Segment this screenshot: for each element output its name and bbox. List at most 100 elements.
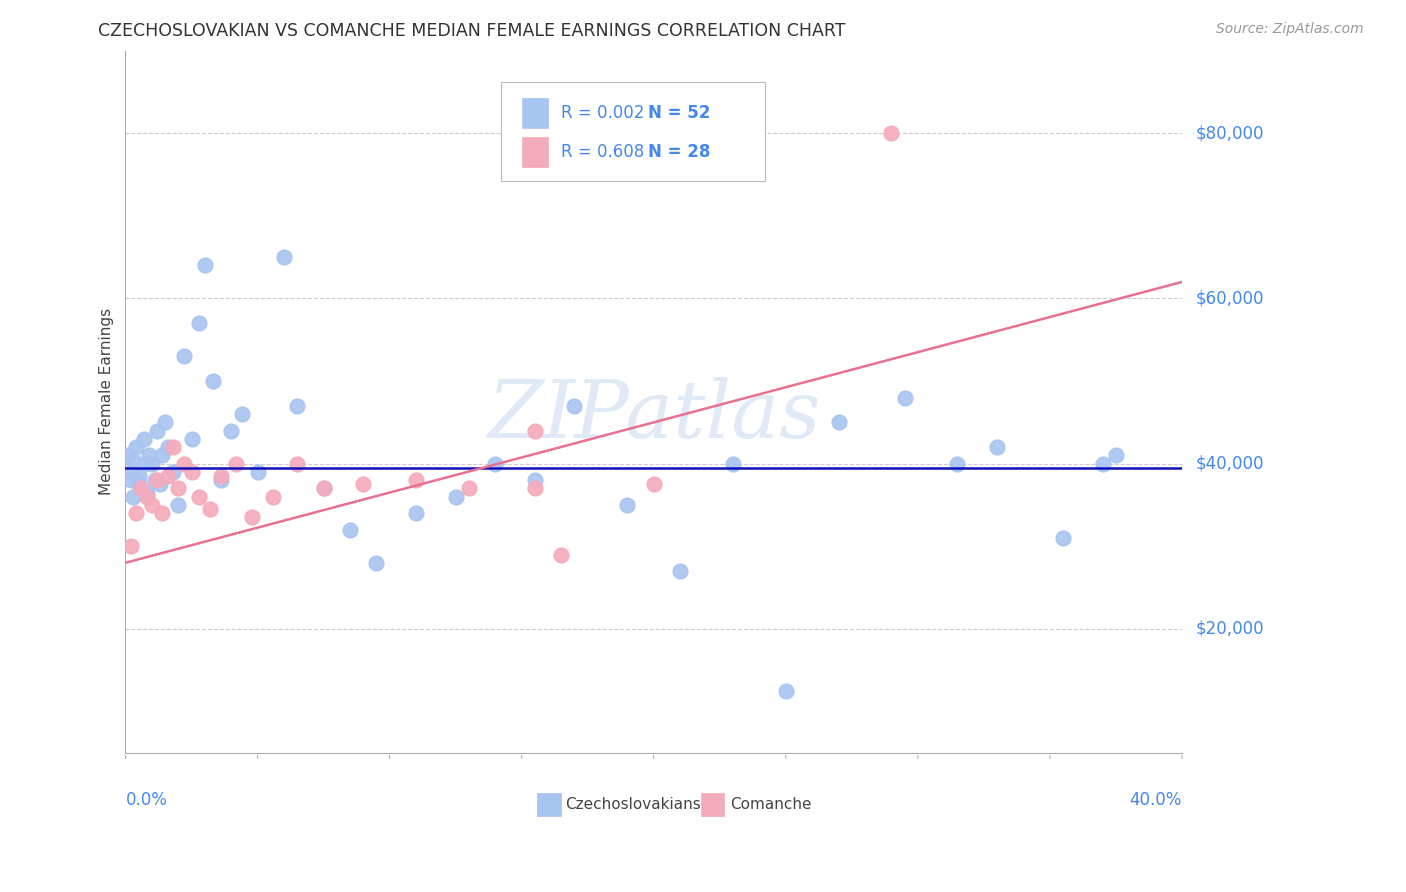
Point — [523, 473, 546, 487]
Point — [141, 457, 163, 471]
Point — [775, 683, 797, 698]
Point — [141, 498, 163, 512]
Text: R = 0.002: R = 0.002 — [561, 104, 644, 122]
Point — [616, 498, 638, 512]
Point — [231, 407, 253, 421]
Point — [194, 259, 217, 273]
Point — [893, 391, 915, 405]
Point — [827, 415, 849, 429]
Point — [180, 432, 202, 446]
Point — [285, 399, 308, 413]
Point — [523, 482, 546, 496]
Point — [312, 482, 335, 496]
Text: ZIPatlas: ZIPatlas — [486, 377, 821, 455]
Point — [132, 432, 155, 446]
Point — [564, 399, 586, 413]
Point — [1091, 457, 1114, 471]
Y-axis label: Median Female Earnings: Median Female Earnings — [100, 308, 114, 495]
Point — [209, 469, 232, 483]
Point — [120, 473, 142, 487]
Point — [162, 465, 184, 479]
Point — [262, 490, 284, 504]
Point — [550, 548, 572, 562]
Text: R = 0.608: R = 0.608 — [561, 143, 644, 161]
Bar — [537, 794, 561, 816]
Point — [135, 485, 157, 500]
Point — [201, 374, 224, 388]
Point — [246, 465, 269, 479]
Point — [152, 506, 174, 520]
Point — [405, 473, 427, 487]
Point — [669, 564, 692, 578]
Point — [312, 482, 335, 496]
Point — [132, 457, 155, 471]
Point — [120, 539, 142, 553]
Point — [1052, 531, 1074, 545]
Point — [156, 440, 179, 454]
Point — [240, 510, 263, 524]
Point — [188, 490, 211, 504]
Point — [167, 482, 190, 496]
Point — [146, 473, 169, 487]
Point — [273, 250, 295, 264]
Text: N = 28: N = 28 — [648, 143, 711, 161]
Point — [125, 440, 148, 454]
Point — [153, 415, 176, 429]
Text: $40,000: $40,000 — [1197, 455, 1264, 473]
Text: Comanche: Comanche — [730, 797, 811, 813]
Point — [131, 482, 153, 496]
Point — [156, 469, 179, 483]
Point — [120, 465, 142, 479]
Point — [122, 452, 145, 467]
Point — [180, 465, 202, 479]
FancyBboxPatch shape — [501, 82, 765, 180]
Point — [152, 449, 174, 463]
Text: 0.0%: 0.0% — [125, 791, 167, 809]
Point — [285, 457, 308, 471]
Text: $80,000: $80,000 — [1197, 124, 1264, 143]
Point — [162, 440, 184, 454]
Point — [143, 473, 166, 487]
Text: $20,000: $20,000 — [1197, 620, 1264, 638]
Point — [1105, 449, 1128, 463]
Point — [117, 449, 139, 463]
Point — [135, 490, 157, 504]
Point — [946, 457, 969, 471]
Point — [188, 316, 211, 330]
Point — [225, 457, 247, 471]
Point — [444, 490, 467, 504]
Point — [523, 424, 546, 438]
Text: $60,000: $60,000 — [1197, 290, 1264, 308]
Text: Czechoslovakians: Czechoslovakians — [565, 797, 700, 813]
Point — [125, 506, 148, 520]
Point — [138, 449, 160, 463]
Point — [173, 349, 195, 363]
Point — [173, 457, 195, 471]
Point — [880, 126, 903, 140]
Point — [352, 477, 374, 491]
Point — [219, 424, 242, 438]
Point — [198, 502, 221, 516]
Point — [131, 482, 153, 496]
Point — [457, 482, 479, 496]
Point — [128, 469, 150, 483]
Point — [167, 498, 190, 512]
Bar — [702, 794, 724, 816]
Point — [643, 477, 665, 491]
Point — [122, 490, 145, 504]
Point — [128, 477, 150, 491]
Point — [339, 523, 361, 537]
Bar — [522, 98, 548, 128]
Point — [366, 556, 388, 570]
Point — [405, 506, 427, 520]
Text: Source: ZipAtlas.com: Source: ZipAtlas.com — [1216, 22, 1364, 37]
Text: N = 52: N = 52 — [648, 104, 711, 122]
Point — [721, 457, 744, 471]
Bar — [522, 137, 548, 167]
Point — [986, 440, 1008, 454]
Text: 40.0%: 40.0% — [1129, 791, 1182, 809]
Point — [149, 477, 172, 491]
Point — [146, 424, 169, 438]
Text: CZECHOSLOVAKIAN VS COMANCHE MEDIAN FEMALE EARNINGS CORRELATION CHART: CZECHOSLOVAKIAN VS COMANCHE MEDIAN FEMAL… — [98, 22, 846, 40]
Point — [209, 473, 232, 487]
